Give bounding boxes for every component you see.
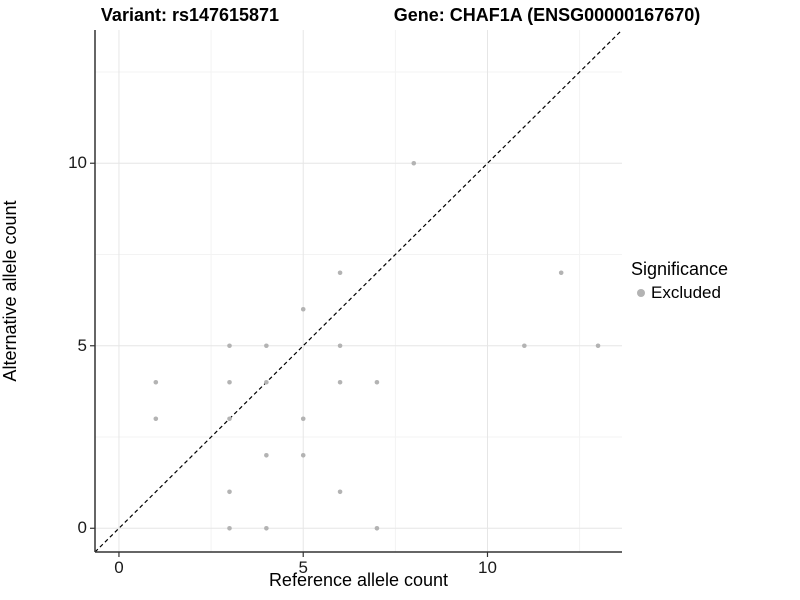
data-point bbox=[227, 489, 232, 495]
data-point bbox=[337, 379, 343, 385]
identity-line bbox=[94, 29, 623, 553]
data-point bbox=[337, 343, 343, 349]
data-point bbox=[153, 379, 159, 385]
legend-entry-excluded: Excluded bbox=[637, 283, 728, 303]
data-point bbox=[337, 489, 343, 495]
data-point bbox=[264, 343, 269, 349]
data-point bbox=[300, 452, 306, 458]
data-point bbox=[227, 343, 232, 349]
legend-key-dot-icon bbox=[637, 289, 645, 297]
data-point bbox=[411, 160, 417, 166]
data-point bbox=[595, 343, 601, 349]
legend-title: Significance bbox=[631, 259, 729, 279]
data-point bbox=[264, 452, 269, 458]
x-tick-label: 10 bbox=[478, 558, 497, 577]
x-axis-title: Reference allele count bbox=[268, 570, 449, 590]
data-point bbox=[300, 416, 306, 422]
data-point bbox=[227, 379, 232, 385]
data-point bbox=[374, 525, 380, 531]
plot-title-variant: Variant: rs147615871 bbox=[100, 5, 280, 25]
data-point bbox=[558, 270, 564, 276]
data-point bbox=[522, 343, 527, 349]
y-tick-label: 5 bbox=[77, 335, 87, 355]
data-point bbox=[300, 306, 306, 312]
y-tick-label: 10 bbox=[68, 153, 87, 173]
y-axis-title: Alternative allele count bbox=[0, 200, 20, 382]
data-point bbox=[227, 525, 232, 531]
legend-entry-label: Excluded bbox=[651, 283, 721, 302]
data-point bbox=[264, 379, 269, 385]
legend: Significance Excluded bbox=[631, 259, 728, 303]
data-point bbox=[374, 379, 380, 385]
y-tick-label: 0 bbox=[77, 518, 87, 538]
plot-title-gene: Gene: CHAF1A (ENSG00000167670) bbox=[393, 5, 701, 25]
data-point bbox=[227, 416, 232, 422]
data-point bbox=[337, 270, 343, 276]
data-point bbox=[153, 416, 159, 422]
data-point bbox=[264, 525, 269, 531]
x-tick-label: 0 bbox=[114, 558, 124, 577]
x-tick-label: 5 bbox=[298, 558, 308, 577]
